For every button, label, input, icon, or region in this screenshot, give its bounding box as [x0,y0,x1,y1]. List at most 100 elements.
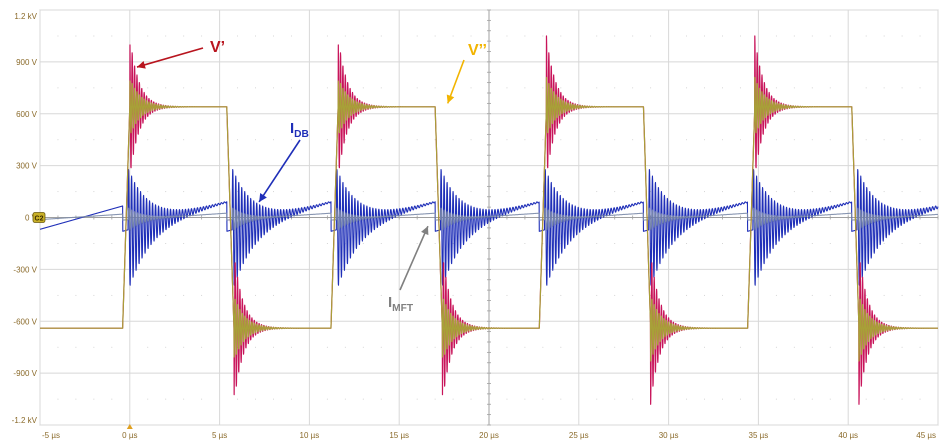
grid-dot [470,191,472,193]
grid-dot [704,398,706,400]
grid-dot [452,294,454,296]
grid-dot [416,139,418,141]
grid-dot [344,35,346,37]
annotation-v-double-prime: V’’ [446,42,487,104]
grid-dot [775,398,777,400]
grid-dot [255,191,257,193]
y-tick-label: 0 V [25,214,38,223]
grid-dot [165,242,167,244]
trigger-time-marker[interactable] [126,424,133,429]
grid-dot [883,87,885,89]
x-tick-label: 35 µs [749,431,769,440]
grid-dot [739,398,741,400]
grid-dot [865,35,867,37]
grid-dot [524,87,526,89]
grid-dot [290,242,292,244]
grid-dot [650,87,652,89]
grid-dot [470,139,472,141]
grid-dot [560,346,562,348]
grid-dot [721,398,723,400]
grid-dot [901,191,903,193]
grid-dot [506,294,508,296]
grid-dot [901,35,903,37]
grid-dot [704,294,706,296]
grid-dot [919,139,921,141]
grid-dot [57,294,59,296]
grid-dot [93,191,95,193]
grid-dot [883,191,885,193]
channel-zero-marker[interactable] [32,212,46,223]
grid-dot [452,139,454,141]
grid-dot [865,398,867,400]
grid-dot [326,35,328,37]
grid-dot [452,35,454,37]
grid-dot [829,346,831,348]
grid-dot [290,35,292,37]
grid-dot [901,294,903,296]
grid-dot [147,398,149,400]
grid-dot [596,87,598,89]
grid-dot [596,191,598,193]
grid-dot [201,398,203,400]
grid-dot [201,242,203,244]
grid-dot [542,35,544,37]
grid-dot [721,294,723,296]
grid-dot [775,294,777,296]
grid-dot [147,139,149,141]
grid-dot [57,346,59,348]
grid-dot [93,242,95,244]
grid-dot [326,139,328,141]
grid-dot [201,294,203,296]
grid-dot [883,139,885,141]
grid-dot [434,191,436,193]
grid-dot [632,87,634,89]
grid-dot [901,398,903,400]
annotation-subscript: DB [294,129,309,140]
grid-dot [560,398,562,400]
grid-dot [290,346,292,348]
grid-dot [739,139,741,141]
grid-dot [380,87,382,89]
grid-dot [237,398,239,400]
grid-dot [416,294,418,296]
grid-dot [883,398,885,400]
grid-dot [542,294,544,296]
grid-dot [434,398,436,400]
grid-dot [524,191,526,193]
grid-dot [183,242,185,244]
grid-dot [883,35,885,37]
grid-dot [272,294,274,296]
grid-dot [272,346,274,348]
grid-dot [919,294,921,296]
x-tick-label: 15 µs [389,431,409,440]
grid-dot [524,294,526,296]
x-tick-label: 25 µs [569,431,589,440]
grid-dot [380,242,382,244]
grid-dot [380,294,382,296]
x-tick-label: 30 µs [659,431,679,440]
grid-dot [75,242,77,244]
y-tick-label: -900 V [13,369,37,378]
grid-dot [201,87,203,89]
grid-dot [686,191,688,193]
y-tick-label: -600 V [13,317,37,326]
y-tick-label: 900 V [16,58,38,67]
grid-dot [865,87,867,89]
grid-dot [560,294,562,296]
grid-dot [686,139,688,141]
grid-dot [255,87,257,89]
grid-dot [57,242,59,244]
grid-dot [344,346,346,348]
grid-dot [111,346,113,348]
grid-dot [362,87,364,89]
grid-dot [919,346,921,348]
grid-dot [272,398,274,400]
grid-dot [506,398,508,400]
grid-dot [739,242,741,244]
grid-dot [614,191,616,193]
grid-dot [237,87,239,89]
grid-dot [721,346,723,348]
grid-dot [829,139,831,141]
grid-dot [614,242,616,244]
grid-dot [111,398,113,400]
